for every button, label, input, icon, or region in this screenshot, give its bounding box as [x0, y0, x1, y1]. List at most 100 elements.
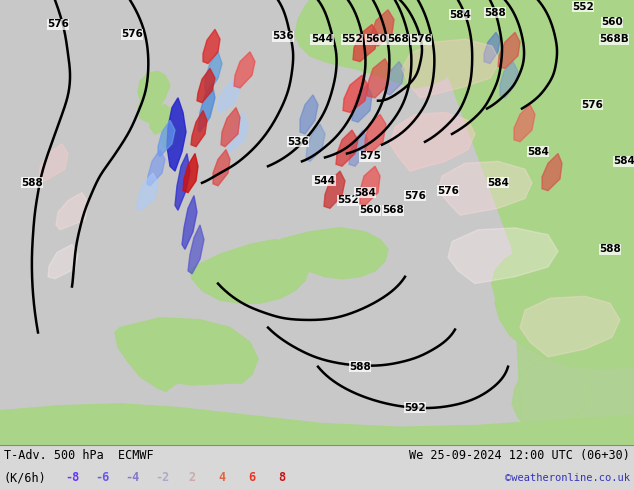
Text: ©weatheronline.co.uk: ©weatheronline.co.uk	[505, 473, 630, 483]
Polygon shape	[330, 0, 465, 61]
Text: 552: 552	[341, 34, 363, 44]
Polygon shape	[353, 24, 378, 62]
Text: 6: 6	[249, 471, 256, 485]
Polygon shape	[402, 39, 500, 98]
Polygon shape	[448, 228, 558, 284]
Text: 568: 568	[382, 205, 404, 215]
Polygon shape	[280, 228, 388, 279]
Polygon shape	[514, 105, 535, 142]
Text: -2: -2	[155, 471, 169, 485]
Polygon shape	[0, 404, 634, 445]
Text: 576: 576	[437, 186, 459, 196]
Text: 588: 588	[484, 8, 506, 18]
Polygon shape	[371, 10, 394, 46]
Polygon shape	[213, 149, 230, 186]
Text: -8: -8	[65, 471, 79, 485]
Polygon shape	[175, 153, 190, 210]
Polygon shape	[367, 59, 390, 98]
Text: 588: 588	[21, 178, 43, 188]
Polygon shape	[360, 166, 380, 205]
Polygon shape	[48, 245, 78, 279]
Polygon shape	[352, 85, 372, 122]
Polygon shape	[500, 0, 634, 445]
Text: 552: 552	[572, 2, 594, 12]
Polygon shape	[167, 98, 186, 171]
Polygon shape	[165, 384, 340, 443]
Polygon shape	[304, 0, 340, 36]
Text: 544: 544	[311, 34, 333, 44]
Polygon shape	[365, 114, 386, 153]
Text: 576: 576	[404, 191, 426, 200]
Text: (K/6h): (K/6h)	[4, 471, 47, 485]
Text: 576: 576	[121, 29, 143, 39]
Polygon shape	[205, 52, 222, 93]
Text: 560: 560	[601, 18, 623, 27]
Polygon shape	[39, 144, 68, 181]
Polygon shape	[158, 120, 175, 156]
Polygon shape	[137, 173, 158, 210]
Polygon shape	[182, 196, 197, 249]
Text: 568B: 568B	[599, 34, 629, 44]
Text: 552: 552	[337, 196, 359, 205]
Text: 2: 2	[188, 471, 195, 485]
Text: We 25-09-2024 12:00 UTC (06+30): We 25-09-2024 12:00 UTC (06+30)	[409, 449, 630, 463]
Polygon shape	[138, 95, 160, 122]
Polygon shape	[420, 0, 634, 368]
Polygon shape	[324, 171, 345, 208]
Polygon shape	[349, 130, 368, 166]
Text: 588: 588	[349, 362, 371, 372]
Text: -6: -6	[95, 471, 109, 485]
Text: 576: 576	[47, 20, 69, 29]
Text: 575: 575	[359, 151, 381, 162]
Text: 536: 536	[272, 31, 294, 41]
Text: 584: 584	[527, 147, 549, 157]
Polygon shape	[234, 52, 255, 88]
Polygon shape	[191, 111, 207, 147]
Polygon shape	[147, 149, 165, 186]
Polygon shape	[336, 130, 358, 166]
Polygon shape	[150, 105, 172, 134]
Text: 584: 584	[354, 188, 376, 197]
Polygon shape	[218, 78, 240, 112]
Text: 560: 560	[365, 34, 387, 44]
Polygon shape	[300, 95, 318, 134]
Polygon shape	[190, 240, 310, 303]
Text: 588: 588	[599, 245, 621, 254]
Polygon shape	[295, 0, 460, 88]
Polygon shape	[520, 296, 620, 357]
Text: 592: 592	[404, 403, 426, 413]
Polygon shape	[197, 69, 215, 103]
Polygon shape	[390, 112, 475, 171]
Text: 584: 584	[613, 156, 634, 166]
Polygon shape	[438, 161, 532, 215]
Text: 576: 576	[410, 34, 432, 44]
Text: 544: 544	[313, 176, 335, 186]
Polygon shape	[183, 153, 198, 193]
Text: T-Adv. 500 hPa  ECMWF: T-Adv. 500 hPa ECMWF	[4, 449, 153, 463]
Polygon shape	[306, 124, 325, 161]
Text: 584: 584	[487, 178, 509, 188]
Text: 8: 8	[278, 471, 285, 485]
Text: 560: 560	[359, 205, 381, 215]
Polygon shape	[542, 153, 562, 191]
Text: 576: 576	[581, 99, 603, 110]
Polygon shape	[138, 72, 170, 112]
Polygon shape	[203, 29, 220, 64]
Polygon shape	[385, 62, 404, 95]
Polygon shape	[343, 75, 368, 112]
Polygon shape	[484, 32, 500, 64]
Polygon shape	[188, 225, 204, 274]
Polygon shape	[500, 62, 518, 98]
Text: 4: 4	[219, 471, 226, 485]
Polygon shape	[228, 112, 248, 151]
Polygon shape	[198, 83, 215, 132]
Text: 568: 568	[387, 34, 409, 44]
Polygon shape	[115, 318, 258, 398]
Polygon shape	[221, 108, 240, 147]
Polygon shape	[56, 193, 88, 230]
Text: 536: 536	[287, 137, 309, 147]
Polygon shape	[162, 124, 182, 151]
Text: -4: -4	[125, 471, 139, 485]
Text: 584: 584	[449, 10, 471, 20]
Polygon shape	[498, 32, 520, 69]
